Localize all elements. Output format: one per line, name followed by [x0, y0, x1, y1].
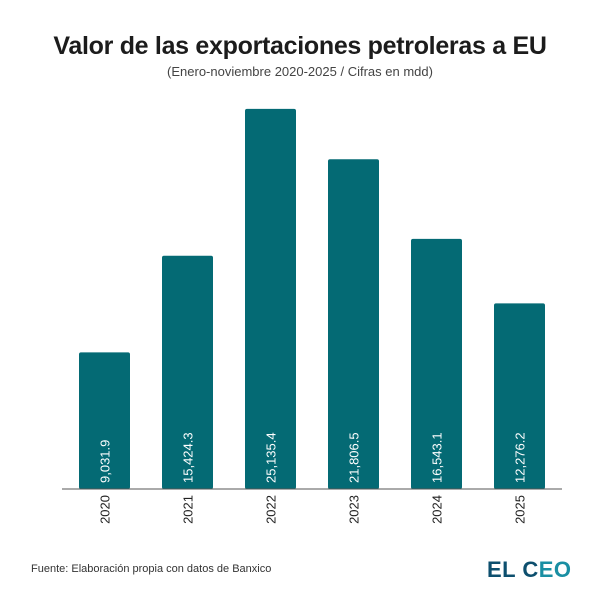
x-tick-label: 2020 [98, 495, 113, 524]
bar-chart: 9,031.9 2020 15,424.3 2021 25,135.4 2022 21,80… [62, 108, 562, 524]
x-tick-label: 2025 [513, 495, 528, 524]
data-label: 12,276.2 [513, 432, 528, 483]
x-tick-label: 2023 [347, 495, 362, 524]
bar-2022 [245, 108, 296, 490]
data-label: 16,543.1 [430, 432, 445, 483]
data-label: 15,424.3 [181, 432, 196, 483]
chart-subtitle: (Enero-noviembre 2020-2025 / Cifras en m… [167, 64, 433, 79]
bar-2023 [328, 159, 379, 489]
source-note: Fuente: Elaboración propia con datos de … [31, 563, 272, 575]
bar-2025 [494, 303, 545, 489]
el-ceo-logo: EL CEO [487, 557, 572, 582]
x-tick-label: 2022 [264, 495, 279, 524]
x-tick-label: 2021 [181, 495, 196, 524]
x-tick-label: 2024 [430, 495, 445, 524]
bar-2020 [79, 352, 130, 489]
data-label: 21,806.5 [347, 432, 362, 483]
bar-2021 [162, 255, 213, 489]
data-label: 25,135.4 [264, 432, 279, 483]
chart-title: Valor de las exportaciones petroleras a … [53, 32, 547, 60]
data-label: 9,031.9 [98, 440, 113, 483]
bar-2024 [411, 238, 462, 489]
